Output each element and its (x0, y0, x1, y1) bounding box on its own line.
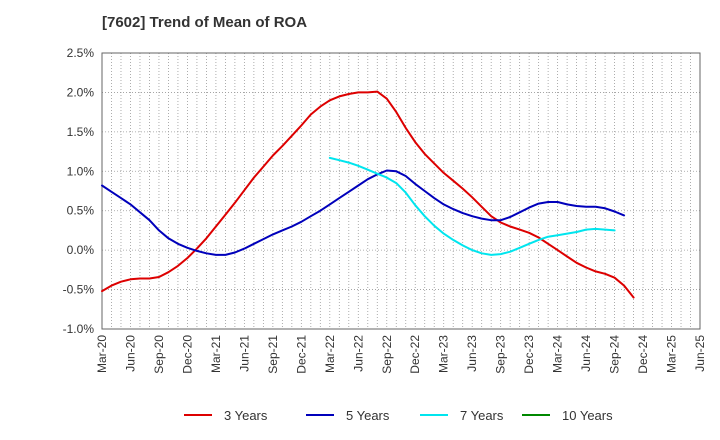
y-tick-label: -1.0% (63, 322, 95, 336)
y-tick-label: 1.5% (67, 125, 95, 139)
x-tick-label: Sep-21 (266, 335, 280, 374)
y-tick-label: 1.0% (67, 164, 95, 178)
legend-item-5-years: 5 Years (306, 404, 389, 426)
x-tick-label: Jun-20 (123, 335, 137, 372)
x-tick-label: Mar-22 (323, 335, 337, 373)
x-tick-label: Dec-24 (636, 335, 650, 374)
x-tick-label: Jun-22 (351, 335, 365, 372)
series-line-7-years (328, 156, 616, 256)
x-axis-ticks: Mar-20 Jun-20 Sep-20 Dec-20 Mar-21 Jun-21 Sep-… (95, 335, 707, 374)
y-tick-label: 0.5% (67, 204, 95, 218)
chart-title: [7602] Trend of Mean of ROA (102, 14, 308, 31)
x-tick-label: Dec-23 (522, 335, 536, 374)
x-tick-label: Dec-22 (408, 335, 422, 374)
legend-label: 3 Years (224, 407, 268, 423)
plot-frame (101, 52, 701, 330)
x-tick-label: Jun-24 (579, 335, 593, 372)
grid (101, 52, 701, 330)
legend-item-7-years: 7 Years (420, 404, 503, 426)
x-tick-label: Sep-23 (494, 335, 508, 374)
x-tick-label: Mar-23 (437, 335, 451, 373)
legend-label: 10 Years (562, 407, 613, 423)
legend: 3 Years 5 Years 7 Years 10 Years (0, 404, 720, 426)
x-tick-label: Sep-24 (608, 335, 622, 374)
x-tick-label: Dec-20 (180, 335, 194, 374)
x-tick-label: Mar-24 (551, 335, 565, 373)
legend-swatch (184, 414, 212, 416)
y-tick-label: -0.5% (63, 283, 95, 297)
x-tick-label: Mar-20 (95, 335, 109, 373)
legend-swatch (420, 414, 448, 416)
y-tick-label: 0.0% (67, 243, 95, 257)
x-tick-label: Mar-21 (209, 335, 223, 373)
legend-label: 5 Years (346, 407, 390, 423)
axes (101, 52, 701, 330)
y-axis-ticks: -1.0% -0.5% 0.0% 0.5% 1.0% 1.5% 2.0% 2.5% (63, 46, 95, 336)
series-line-5-years (101, 169, 626, 256)
x-tick-label: Jun-21 (237, 335, 251, 372)
y-tick-label: 2.5% (67, 46, 95, 60)
legend-swatch (522, 414, 550, 416)
x-tick-label: Dec-21 (294, 335, 308, 374)
series-lines (101, 90, 635, 299)
x-tick-label: Sep-22 (380, 335, 394, 374)
legend-item-3-years: 3 Years (184, 404, 267, 426)
y-tick-label: 2.0% (67, 85, 95, 99)
legend-label: 7 Years (460, 407, 504, 423)
series-line-3-years (101, 90, 635, 299)
x-tick-label: Sep-20 (152, 335, 166, 374)
legend-swatch (306, 414, 334, 416)
x-tick-label: Mar-25 (665, 335, 679, 373)
x-tick-label: Jun-23 (465, 335, 479, 372)
legend-item-10-years: 10 Years (522, 404, 613, 426)
x-tick-label: Jun-25 (693, 335, 707, 372)
